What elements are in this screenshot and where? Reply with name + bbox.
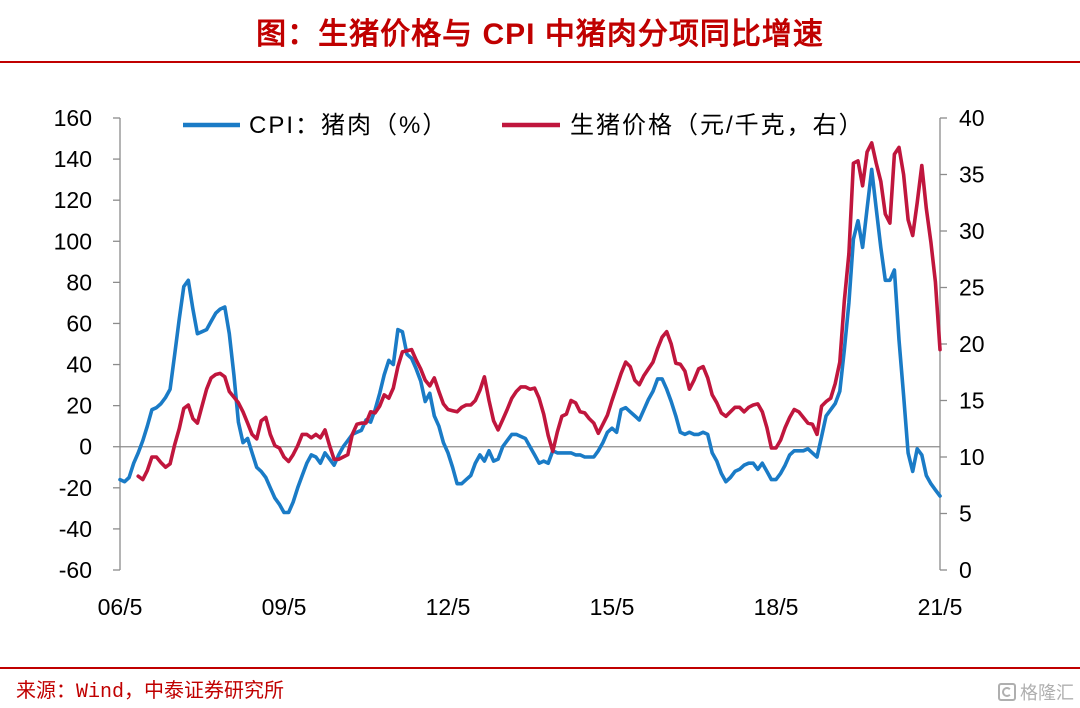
y-left-tick-label: 60 [66,310,92,336]
source-note: 来源：Wind，中泰证券研究所 [16,681,285,704]
series-line-cpi-pork [118,167,942,515]
y-left-tick-label: 80 [66,269,92,295]
source-divider [0,667,1080,669]
series-line-hog-price [136,141,942,482]
y-left-tick-label: 120 [54,187,92,213]
y-right-tick-label: 40 [959,105,985,131]
y-right-tick-label: 5 [959,501,972,527]
y-right-tick-label: 15 [959,388,985,414]
y-right-axis: 0 5 10 15 20 25 30 35 40 [939,105,985,583]
y-left-axis: -60 -40 -20 0 20 40 60 80 100 120 140 160 [54,105,121,583]
x-tick-label: 21/5 [918,594,963,620]
y-left-tick-label: 160 [54,105,92,131]
title-divider [0,61,1080,63]
y-left-tick-label: 40 [66,352,92,378]
y-right-tick-label: 30 [959,218,985,244]
y-right-tick-label: 0 [959,557,972,583]
legend-label-cpi-pork: CPI：猪肉（%） [249,112,448,139]
watermark: 格隆汇 [998,680,1074,704]
series-layer [118,141,942,515]
x-axis: 06/5 09/5 12/5 15/5 18/5 21/5 [98,446,963,620]
watermark-text: 格隆汇 [1020,683,1074,703]
y-left-tick-label: -60 [59,557,92,583]
y-right-tick-label: 20 [959,331,985,357]
x-tick-label: 18/5 [754,594,799,620]
y-left-tick-label: 100 [54,228,92,254]
glh-logo-icon [998,683,1016,701]
chart-title: 图：生猪价格与 CPI 中猪肉分项同比增速 [256,18,824,51]
y-left-tick-label: -20 [59,475,92,501]
x-tick-label: 15/5 [590,594,635,620]
y-left-tick-label: -40 [59,516,92,542]
x-tick-label: 12/5 [426,594,471,620]
x-tick-label: 06/5 [98,594,143,620]
y-left-tick-label: 140 [54,146,92,172]
y-right-tick-label: 35 [959,162,985,188]
y-right-tick-label: 25 [959,275,985,301]
legend: CPI：猪肉（%） 生猪价格（元/千克，右） [183,112,865,139]
legend-label-hog-price: 生猪价格（元/千克，右） [570,112,865,139]
y-right-tick-label: 10 [959,444,985,470]
y-left-tick-label: 0 [79,434,92,460]
x-tick-label: 09/5 [262,594,307,620]
y-left-tick-label: 20 [66,393,92,419]
